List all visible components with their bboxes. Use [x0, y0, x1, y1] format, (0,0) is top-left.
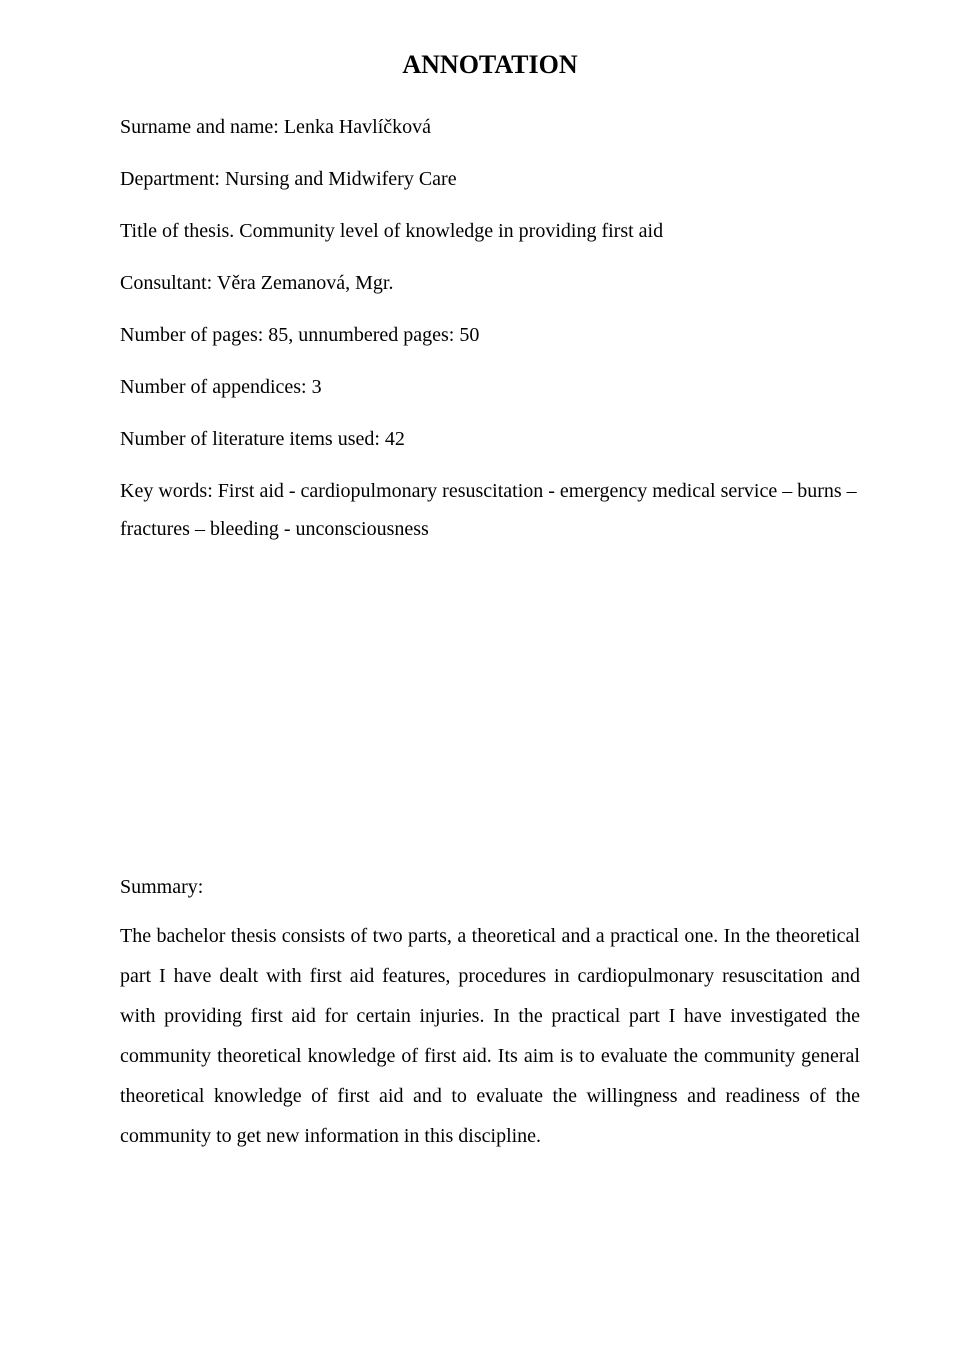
thesis-title-line: Title of thesis. Community level of know… [120, 212, 860, 250]
keywords-value: First aid - cardiopulmonary resuscitatio… [120, 480, 857, 540]
pages-label: Number of pages: [120, 324, 268, 346]
summary-label: Summary: [120, 868, 860, 906]
surname-value: Lenka Havlíčková [284, 116, 431, 138]
department-line: Department: Nursing and Midwifery Care [120, 160, 860, 198]
pages-line: Number of pages: 85, unnumbered pages: 5… [120, 316, 860, 354]
appendices-line: Number of appendices: 3 [120, 368, 860, 406]
surname-label: Surname and name: [120, 116, 284, 138]
pages-value: 85, unnumbered pages: 50 [268, 324, 479, 346]
page-title: ANNOTATION [120, 50, 860, 80]
keywords-label: Key words: [120, 480, 218, 502]
department-value: Nursing and Midwifery Care [225, 168, 457, 190]
surname-line: Surname and name: Lenka Havlíčková [120, 108, 860, 146]
thesis-title-label: Title of thesis. [120, 220, 239, 242]
literature-line: Number of literature items used: 42 [120, 420, 860, 458]
keywords-line: Key words: First aid - cardiopulmonary r… [120, 472, 860, 548]
thesis-title-value: Community level of knowledge in providin… [239, 220, 663, 242]
summary-body: The bachelor thesis consists of two part… [120, 916, 860, 1156]
consultant-label: Consultant: [120, 272, 217, 294]
document-page: ANNOTATION Surname and name: Lenka Havlí… [0, 0, 960, 1352]
appendices-value: 3 [312, 376, 322, 398]
literature-label: Number of literature items used: [120, 428, 385, 450]
literature-value: 42 [385, 428, 405, 450]
consultant-value: Věra Zemanová, Mgr. [217, 272, 394, 294]
department-label: Department: [120, 168, 225, 190]
appendices-label: Number of appendices: [120, 376, 312, 398]
consultant-line: Consultant: Věra Zemanová, Mgr. [120, 264, 860, 302]
